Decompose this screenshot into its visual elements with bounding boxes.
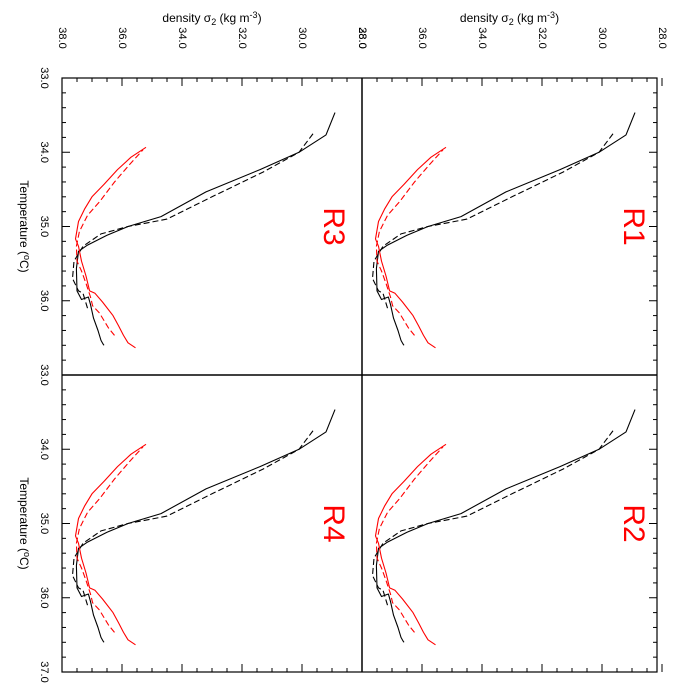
left-tick-label: 37.0 [38,661,50,682]
panel-label-R4: R4 [317,504,350,542]
left-tick-label: 34.0 [38,439,50,460]
left-tick-label: 33.0 [38,364,50,385]
panel-label-R1: R1 [617,207,650,245]
series-line-1 [371,429,615,606]
series-line-0 [375,112,636,346]
top-axis-title: density σ2 (kg m-3) [162,10,261,27]
panel-label-R2: R2 [617,504,650,542]
top-tick-label: 28.0 [356,27,368,48]
series-line-3 [375,446,444,633]
top-tick-label: 34.0 [176,27,188,48]
series-line-1 [71,429,315,606]
top-tick-label: 38.0 [356,27,368,48]
series-line-2 [374,146,447,349]
left-tick-label: 34.0 [38,142,50,163]
series-line-3 [75,446,144,633]
series-line-0 [75,409,336,643]
series-line-0 [75,112,336,346]
series-line-0 [375,409,636,643]
top-tick-label: 30.0 [596,27,608,48]
left-tick-label: 36.0 [38,290,50,311]
top-tick-label: 38.0 [56,27,68,48]
top-tick-label: 34.0 [476,27,488,48]
series-line-3 [75,149,144,336]
left-tick-label: 35.0 [38,513,50,534]
left-axis-title: Temperature (oC) [17,477,32,569]
left-tick-label: 36.0 [38,587,50,608]
panel-label-R3: R3 [317,207,350,245]
series-line-1 [71,132,315,309]
top-tick-label: 32.0 [536,27,548,48]
left-axis-title: Temperature (oC) [17,180,32,272]
top-tick-label: 32.0 [236,27,248,48]
top-tick-label: 36.0 [116,27,128,48]
left-tick-label: 35.0 [38,216,50,237]
top-tick-label: 30.0 [296,27,308,48]
series-line-2 [74,443,147,646]
series-line-1 [371,132,615,309]
top-tick-label: 36.0 [416,27,428,48]
top-tick-label: 28.0 [656,27,668,48]
series-line-3 [375,149,444,336]
left-tick-label: 33.0 [38,67,50,88]
series-line-2 [374,443,447,646]
top-axis-title: density σ2 (kg m-3) [460,10,559,27]
series-line-2 [74,146,147,349]
